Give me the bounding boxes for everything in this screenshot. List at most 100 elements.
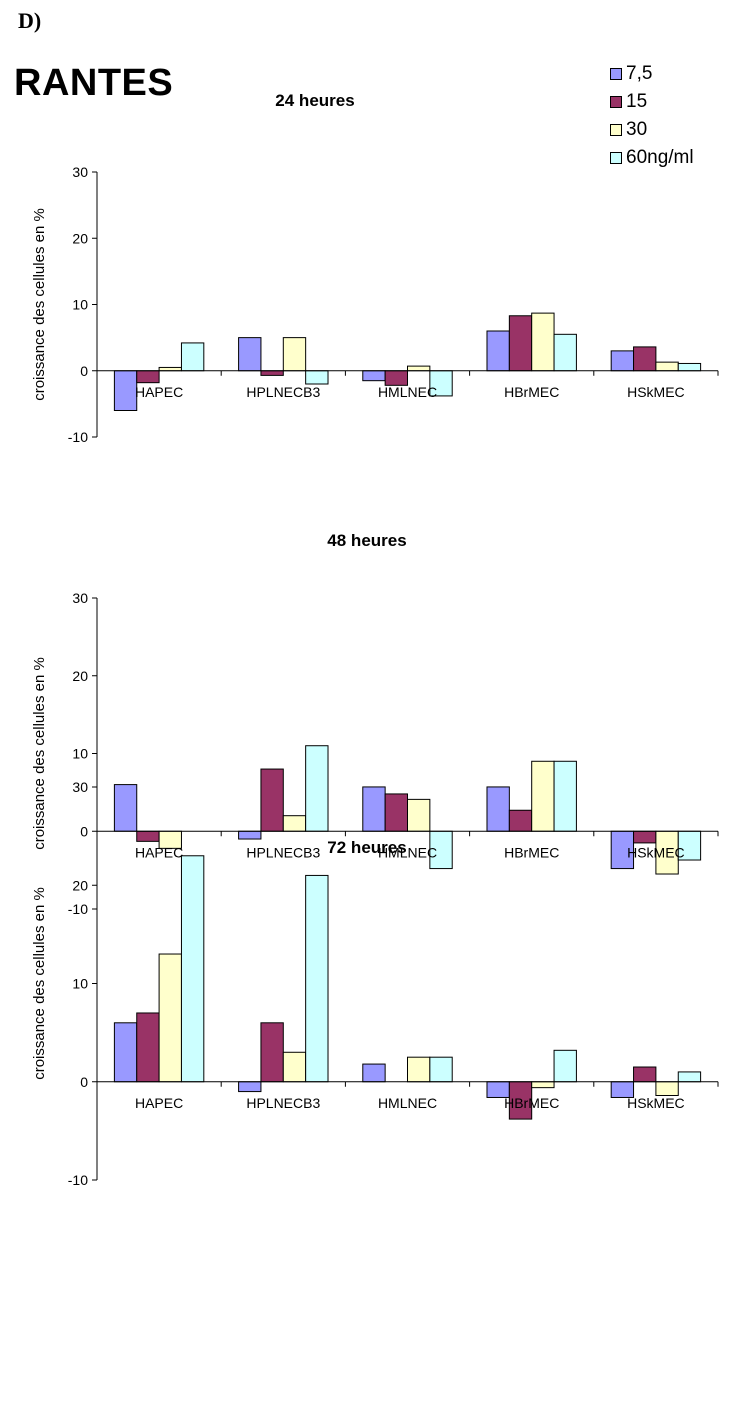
x-category-label: HMLNEC: [378, 1095, 437, 1111]
bar: [677, 362, 702, 372]
bar: [238, 830, 262, 840]
y-tick-label: 10: [72, 746, 88, 762]
y-tick-label: 20: [72, 877, 88, 893]
bar: [260, 768, 284, 832]
page-title: RANTES: [14, 62, 174, 104]
legend-item: 60ng/ml: [610, 144, 694, 172]
bar: [136, 370, 160, 384]
x-category-label: HMLNEC: [378, 844, 437, 860]
y-axis-title: croissance des cellules en %: [31, 657, 48, 850]
legend-swatch: [610, 96, 622, 108]
x-category-label: HBrMEC: [504, 384, 559, 400]
bar: [655, 361, 679, 372]
y-tick-label: -10: [68, 429, 88, 445]
legend-label: 15: [626, 91, 648, 112]
bar: [508, 809, 533, 832]
bar: [180, 342, 205, 372]
bar: [260, 1022, 284, 1083]
bar: [553, 1049, 577, 1083]
y-axis-title: croissance des cellules en %: [31, 208, 48, 401]
bar: [158, 953, 182, 1083]
bar: [113, 784, 138, 832]
bar: [113, 370, 138, 411]
bar: [486, 330, 510, 372]
bar: [305, 745, 329, 832]
y-tick-label: -10: [68, 901, 88, 917]
bar: [238, 1081, 262, 1093]
bar: [407, 1056, 431, 1083]
bar: [260, 370, 284, 376]
bar: [633, 1066, 657, 1083]
legend-swatch: [610, 124, 622, 136]
x-category-label: HSkMEC: [627, 384, 685, 400]
legend-label: 7,5: [626, 63, 653, 84]
bar: [633, 346, 657, 372]
x-category-label: HPLNECB3: [246, 384, 320, 400]
x-category-label: HAPEC: [135, 1095, 183, 1111]
panel-label: D): [18, 8, 42, 33]
y-tick-label: 30: [72, 164, 88, 180]
bar: [655, 1081, 679, 1097]
legend-item: 15: [610, 88, 694, 116]
y-tick-label: -10: [68, 1172, 88, 1188]
y-axis-title: croissance des cellules en %: [31, 887, 48, 1080]
bar: [553, 760, 577, 832]
chart-title: 24 heures: [275, 91, 354, 110]
x-category-label: HMLNEC: [378, 384, 437, 400]
legend-swatch: [610, 68, 622, 80]
bar: [136, 1012, 160, 1083]
chart-0: 24 heures -10 0 10 20 30 croissance des cellul…: [31, 91, 719, 445]
y-tick-label: 30: [72, 590, 88, 606]
x-category-label: HPLNECB3: [246, 844, 320, 860]
bar: [407, 798, 431, 832]
bar: [113, 1022, 138, 1083]
x-category-label: HBrMEC: [504, 1095, 559, 1111]
legend-swatch: [610, 152, 622, 164]
bar: [429, 1056, 453, 1083]
y-tick-label: 0: [80, 363, 88, 379]
x-category-label: HSkMEC: [627, 1095, 685, 1111]
y-tick-label: 20: [72, 230, 88, 246]
bar: [305, 370, 329, 385]
bar: [362, 1063, 386, 1083]
x-category-label: HAPEC: [135, 384, 183, 400]
bar: [362, 370, 386, 382]
bar: [384, 793, 409, 832]
chart-title: 72 heures: [327, 838, 406, 857]
bar: [531, 760, 555, 832]
legend: 7,5 15 30 60ng/ml: [610, 60, 694, 172]
y-tick-label: 20: [72, 668, 88, 684]
legend-item: 7,5: [610, 60, 694, 88]
bar: [282, 1051, 307, 1083]
x-category-label: HAPEC: [135, 844, 183, 860]
bar: [553, 333, 577, 372]
bar: [305, 874, 329, 1083]
y-tick-label: 10: [72, 297, 88, 313]
bar: [136, 830, 160, 842]
bar: [282, 815, 307, 832]
y-tick-label: 10: [72, 976, 88, 992]
bar: [508, 315, 533, 372]
bar: [407, 365, 431, 372]
bar: [677, 1071, 702, 1083]
bar: [610, 350, 635, 372]
bar: [282, 337, 307, 372]
bar: [486, 786, 510, 832]
legend-label: 60ng/ml: [626, 147, 694, 168]
legend-label: 30: [626, 119, 648, 140]
bar: [362, 786, 386, 832]
x-category-label: HPLNECB3: [246, 1095, 320, 1111]
y-tick-label: 0: [80, 823, 88, 839]
bar: [633, 830, 657, 844]
chart-2: 72 heures -10 0 10 20 30 croissance des cellul…: [31, 779, 719, 1188]
legend-item: 30: [610, 116, 694, 144]
x-category-label: HSkMEC: [627, 844, 685, 860]
bar: [180, 855, 205, 1083]
chart-title: 48 heures: [327, 531, 406, 550]
chart-1: 48 heures -10 0 10 20 30 croissance des cellul…: [31, 531, 719, 917]
x-category-label: HBrMEC: [504, 844, 559, 860]
y-tick-label: 30: [72, 779, 88, 795]
bar: [238, 337, 262, 372]
bar: [531, 1081, 555, 1089]
